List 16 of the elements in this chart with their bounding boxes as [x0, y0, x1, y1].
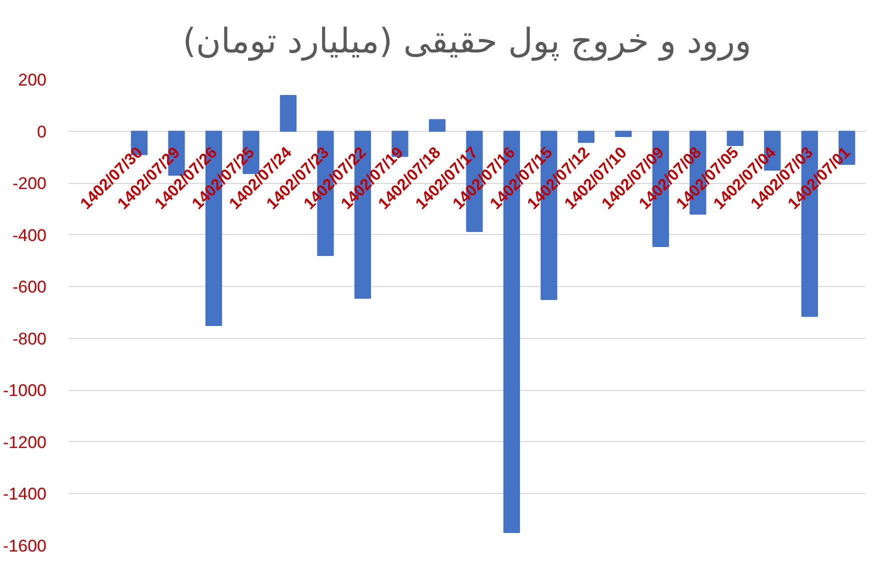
y-tick-label: 200 [18, 70, 47, 90]
bar [578, 130, 594, 143]
chart-title: ورود و خروج پول حقیقی (میلیارد تومان) [182, 22, 752, 62]
bar [726, 130, 744, 146]
y-tick-label: -1400 [3, 484, 47, 504]
y-tick-label: -200 [12, 174, 47, 194]
y-tick-label: -1000 [3, 381, 47, 400]
bar [615, 130, 632, 137]
bar [280, 95, 297, 132]
y-tick-label: -600 [12, 278, 47, 297]
y-tick-label: -400 [12, 226, 47, 245]
bar [428, 119, 446, 132]
y-tick-label: 0 [37, 122, 47, 142]
y-tick-label: -1200 [3, 432, 47, 452]
y-tick-label: -1600 [3, 536, 47, 556]
y-tick-label: -800 [12, 329, 47, 348]
